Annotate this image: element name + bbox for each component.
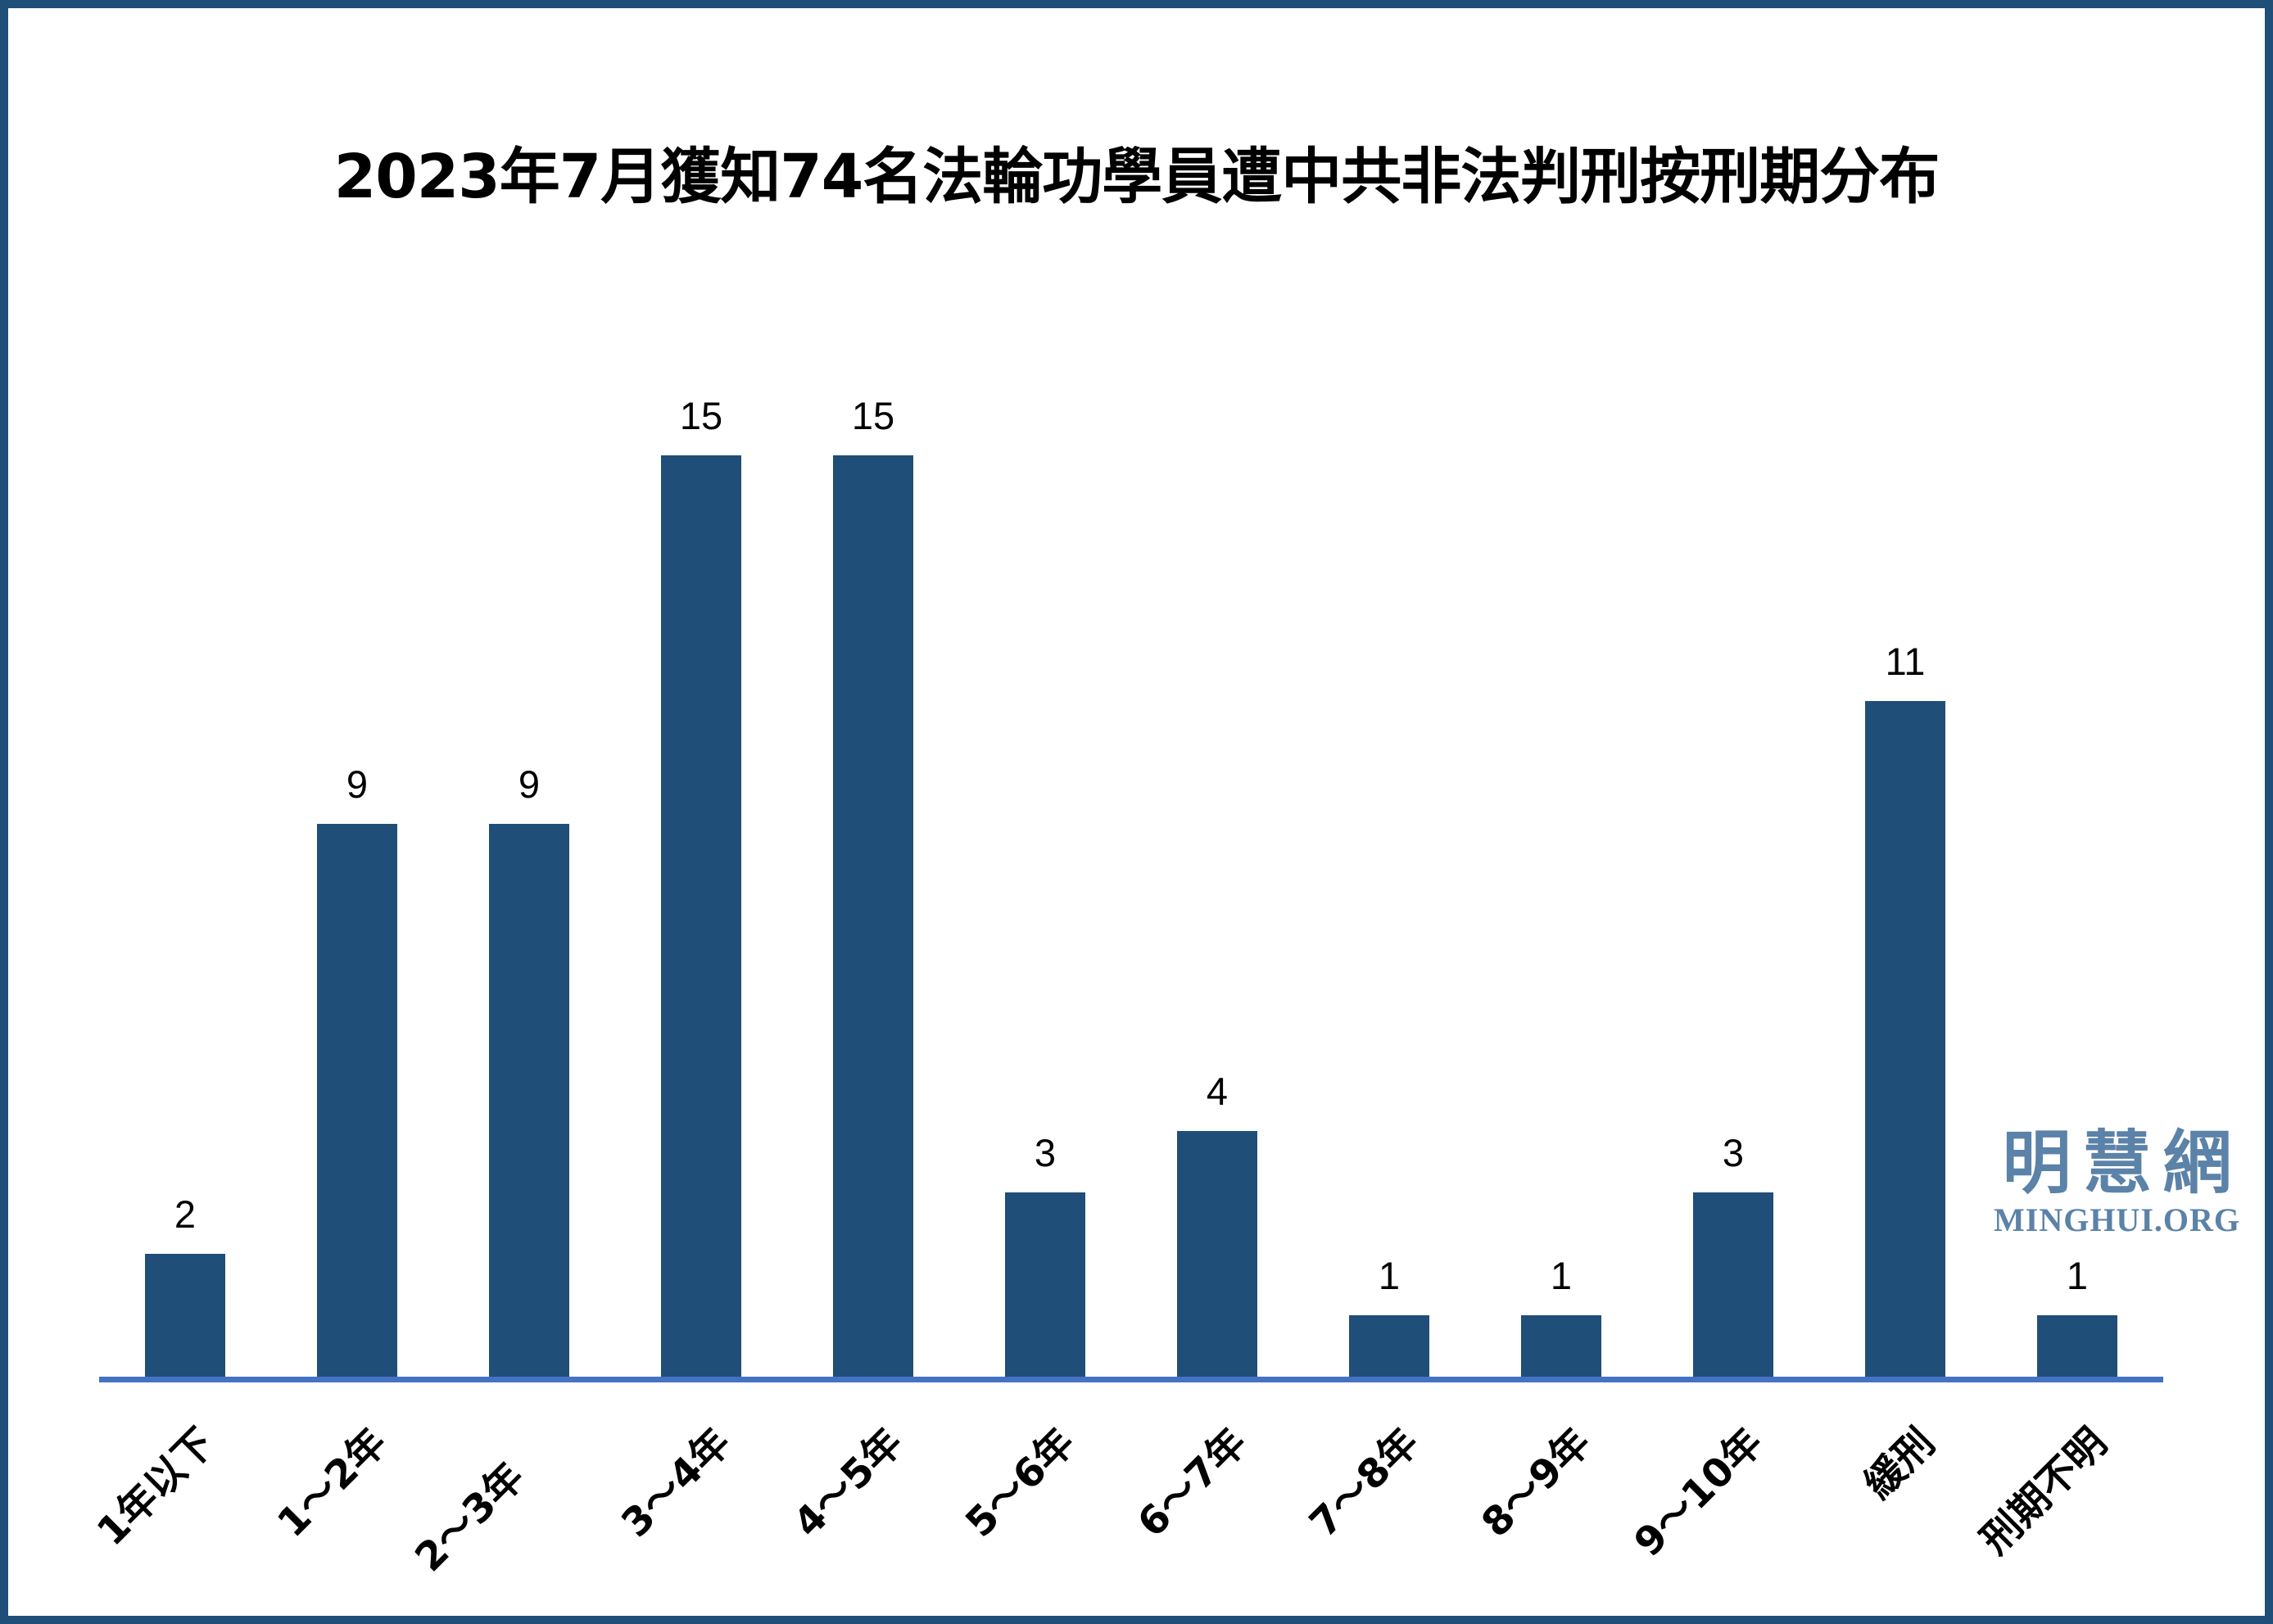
bar-value-label: 9 (346, 762, 369, 806)
x-axis-label: 8～9年 (1473, 1419, 1600, 1547)
x-axis-label: 緩刑 (1855, 1419, 1944, 1508)
bar-value-label: 15 (851, 394, 895, 437)
x-axis-label: 6～7年 (1129, 1419, 1256, 1547)
bar-value-label: 15 (679, 394, 723, 437)
chart-title: 2023年7月獲知74名法輪功學員遭中共非法判刑按刑期分布 (333, 142, 1940, 212)
bar (1693, 1192, 1773, 1377)
x-axis-label: 1～2年 (269, 1419, 396, 1547)
bar (833, 455, 913, 1377)
bar (1005, 1192, 1085, 1377)
bar (2037, 1315, 2117, 1377)
minghui-cjk-logo: 明慧網 (2002, 1123, 2244, 1203)
bar-value-label: 4 (1206, 1070, 1229, 1113)
bar-value-label: 3 (1722, 1131, 1745, 1174)
minghui-watermark: 明慧網 MINGHUI.ORG (1994, 1129, 2240, 1237)
bar (1865, 701, 1945, 1377)
x-axis-line (99, 1377, 2163, 1382)
x-axis-label: 3～4年 (613, 1419, 740, 1547)
bar (489, 824, 569, 1377)
x-axis-label: 9～10年 (1625, 1419, 1772, 1566)
bar-value-label: 1 (2066, 1254, 2089, 1297)
bar-value-label: 1 (1378, 1254, 1401, 1297)
x-axis-label: 5～6年 (957, 1419, 1084, 1547)
bar-value-label: 1 (1550, 1254, 1573, 1297)
x-axis-label: 4～5年 (785, 1419, 912, 1547)
bar (1521, 1315, 1601, 1377)
x-axis-label: 7～8年 (1301, 1419, 1428, 1547)
bar-value-label: 3 (1034, 1131, 1057, 1174)
x-axis-label: 2～3年 (406, 1454, 533, 1581)
bar (145, 1254, 225, 1377)
bar-value-label: 2 (174, 1192, 197, 1236)
bar (661, 455, 741, 1377)
x-axis-label: 1年以下 (88, 1419, 224, 1555)
bar (317, 824, 397, 1377)
bar (1177, 1131, 1257, 1377)
bar (1349, 1315, 1429, 1377)
minghui-url-logo: MINGHUI.ORG (1994, 1201, 2240, 1238)
x-axis-label: 刑期不明 (1972, 1419, 2116, 1563)
bar-value-label: 9 (518, 762, 541, 806)
bar-value-label: 11 (1885, 640, 1926, 683)
